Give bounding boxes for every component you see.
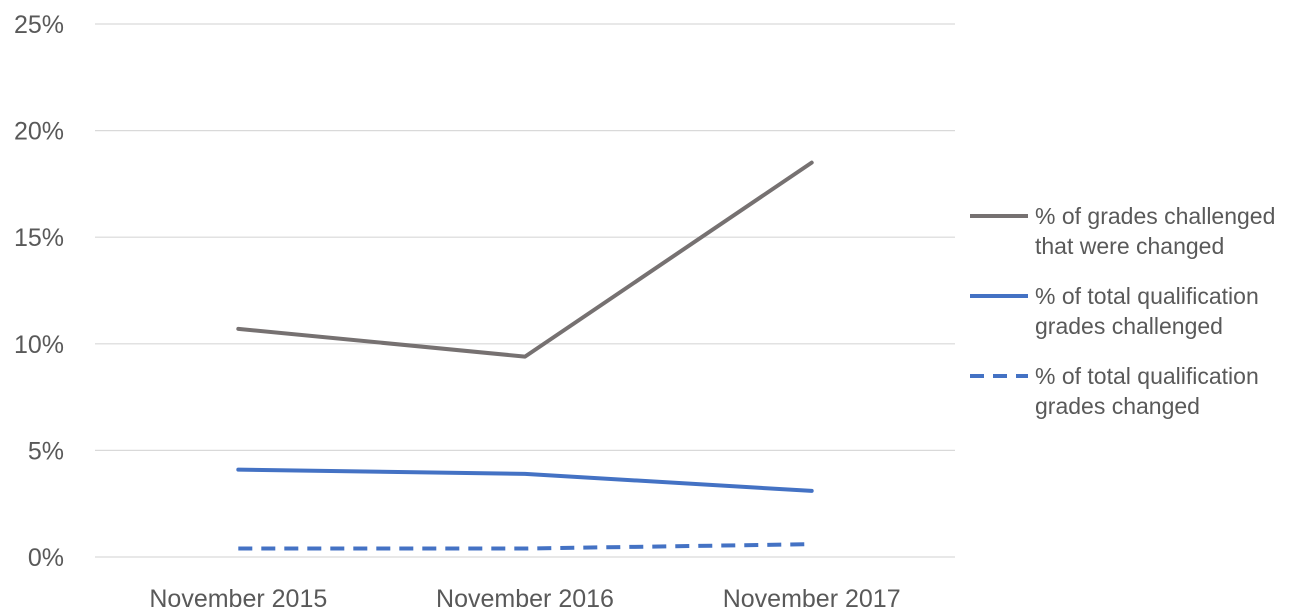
x-tick-label: November 2017 <box>723 585 901 613</box>
y-tick-label: 25% <box>14 11 64 39</box>
legend-label: grades challenged <box>1035 313 1223 339</box>
legend-label: that were changed <box>1035 233 1224 259</box>
y-tick-label: 20% <box>14 118 64 146</box>
series-line-1 <box>236 160 814 359</box>
x-tick-label: November 2015 <box>149 585 327 613</box>
series-line-2 <box>236 467 814 493</box>
legend-label: grades changed <box>1035 393 1200 419</box>
y-tick-label: 0% <box>28 544 64 572</box>
legend-label: % of grades challenged <box>1035 203 1275 229</box>
y-axis-tick-labels: 0% 5% 10% 15% 20% 25% <box>14 11 64 572</box>
legend-label: % of total qualification <box>1035 283 1259 309</box>
x-tick-label: November 2016 <box>436 585 614 613</box>
data-series <box>236 160 814 551</box>
y-tick-label: 15% <box>14 224 64 252</box>
series-line-3 <box>238 542 812 551</box>
gridlines <box>95 23 955 558</box>
y-tick-label: 10% <box>14 331 64 359</box>
y-tick-label: 5% <box>28 437 64 465</box>
legend-label: % of total qualification <box>1035 363 1259 389</box>
legend: % of grades challenged that were changed%… <box>970 203 1275 419</box>
x-axis-tick-labels: November 2015 November 2016 November 2017 <box>149 585 900 613</box>
